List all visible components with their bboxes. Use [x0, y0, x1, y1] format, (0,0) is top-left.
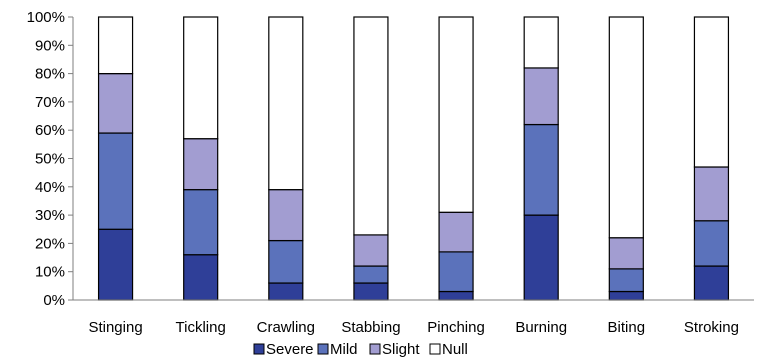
bar-mild-crawling: [268, 239, 304, 284]
legend-swatch-null: [429, 343, 441, 355]
bar-null-tickling: [183, 16, 219, 140]
bar-null-burning: [523, 16, 559, 69]
bar-slight-stinging: [97, 72, 134, 134]
bar-slight-biting: [608, 237, 644, 270]
axes: [68, 16, 754, 301]
bar-severe-stabbing: [353, 282, 389, 301]
bar-slight-burning: [523, 67, 559, 126]
y-tick-label: 50%: [35, 151, 65, 168]
bar-null-biting: [608, 16, 644, 239]
bar-null-crawling: [268, 16, 304, 191]
x-axis-labels: Stinging Tickling Crawling Stabbing Pinching…: [88, 319, 739, 336]
x-category-label: Stinging: [88, 319, 142, 336]
legend-label-null: Null: [442, 341, 468, 358]
y-axis-ticks: 0% 10% 20% 30% 40% 50% 60% 70% 80% 90% 100%: [27, 9, 65, 309]
bar-severe-stroking: [693, 265, 730, 301]
legend-swatch-mild: [317, 343, 329, 355]
legend-swatch-slight: [369, 343, 381, 355]
bar-mild-stroking: [693, 220, 730, 267]
y-tick-label: 20%: [35, 235, 65, 252]
x-category-label: Biting: [608, 319, 646, 336]
bar-null-stabbing: [353, 16, 389, 236]
bar-mild-biting: [608, 268, 644, 293]
bar-severe-tickling: [183, 254, 219, 301]
y-tick-label: 10%: [35, 264, 65, 281]
bars: [97, 16, 730, 301]
bar-null-pinching: [438, 16, 474, 213]
y-tick-label: 80%: [35, 66, 65, 83]
bar-slight-pinching: [438, 211, 474, 253]
y-tick-label: 30%: [35, 207, 65, 224]
x-category-label: Tickling: [176, 319, 226, 336]
legend-label-slight: Slight: [382, 341, 420, 358]
y-tick-label: 60%: [35, 122, 65, 139]
bar-slight-stroking: [693, 166, 730, 222]
bar-mild-stabbing: [353, 265, 389, 284]
bar-severe-pinching: [438, 290, 474, 301]
bar-mild-pinching: [438, 251, 474, 293]
legend-label-mild: Mild: [330, 341, 358, 358]
legend: Severe Mild Slight Null: [253, 341, 468, 358]
y-tick-label: 100%: [27, 9, 65, 26]
x-category-label: Burning: [515, 319, 567, 336]
bar-severe-crawling: [268, 282, 304, 301]
y-tick-label: 90%: [35, 37, 65, 54]
x-category-label: Crawling: [257, 319, 315, 336]
legend-swatch-severe: [253, 343, 265, 355]
legend-label-severe: Severe: [266, 341, 314, 358]
bar-null-stinging: [97, 16, 134, 75]
bar-null-stroking: [693, 16, 730, 168]
bar-mild-tickling: [183, 189, 219, 256]
bar-severe-burning: [523, 214, 559, 301]
bar-slight-tickling: [183, 138, 219, 191]
bar-mild-stinging: [97, 132, 134, 230]
x-category-label: Pinching: [427, 319, 485, 336]
bar-severe-biting: [608, 290, 644, 301]
bar-slight-stabbing: [353, 234, 389, 267]
bar-slight-crawling: [268, 189, 304, 242]
bar-severe-stinging: [97, 228, 134, 301]
x-category-label: Stabbing: [341, 319, 400, 336]
x-category-label: Stroking: [684, 319, 739, 336]
y-tick-label: 40%: [35, 179, 65, 196]
bar-mild-burning: [523, 123, 559, 216]
y-tick-label: 70%: [35, 94, 65, 111]
y-tick-label: 0%: [43, 292, 65, 309]
